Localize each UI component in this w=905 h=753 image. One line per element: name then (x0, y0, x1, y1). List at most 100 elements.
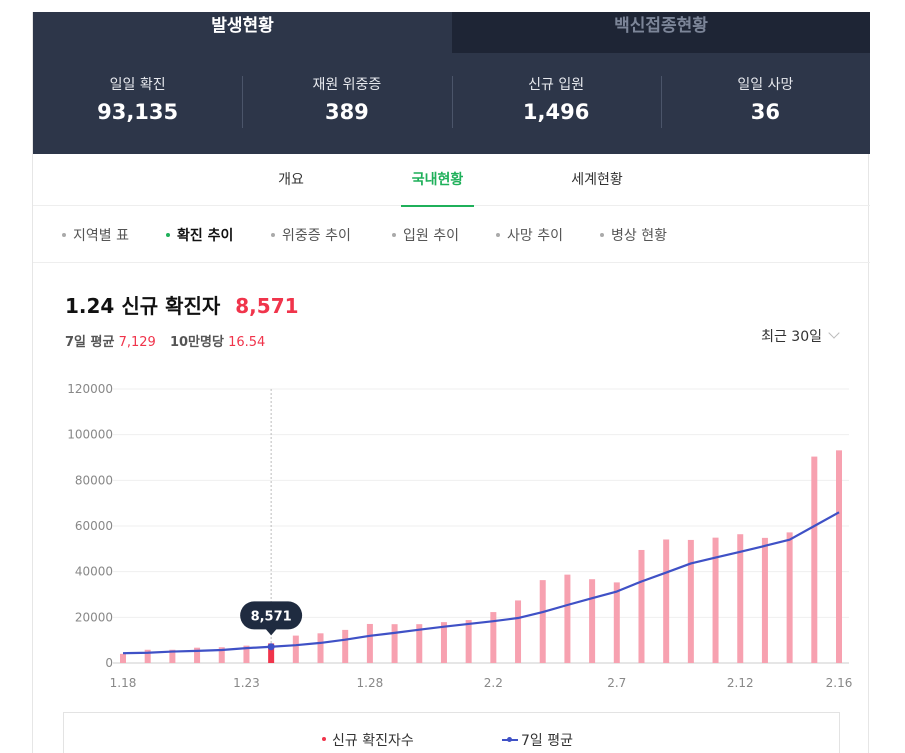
status-header: 발생현황 백신접종현황 일일 확진 93,135 재원 위중증 389 신규 입… (33, 12, 870, 154)
y-tick-label: 60000 (75, 519, 113, 533)
bar-new-cases (589, 579, 596, 663)
y-tick-label: 120000 (67, 382, 113, 396)
confirmed-trend-chart: 0 20000 40000 60000 80000 100000 120000 1.18 1.2… (67, 382, 853, 690)
stat-label: 일일 사망 (737, 77, 794, 93)
stat-value: 93,135 (97, 100, 179, 124)
bar-new-cases (317, 633, 324, 663)
bar-new-cases (687, 539, 694, 663)
avg-label: 7일 평균 (65, 335, 115, 350)
stats-row: 일일 확진 93,135 재원 위중증 389 신규 입원 1,496 일일 사… (33, 74, 870, 130)
bar-new-cases (465, 620, 472, 663)
bar-new-cases (490, 612, 497, 663)
stat-critical: 재원 위중증 389 (242, 74, 451, 130)
legend-label: 7일 평균 (521, 733, 573, 749)
tooltip-box (240, 601, 303, 630)
top-spacer (0, 0, 905, 12)
legend-label: 신규 확진자수 (332, 733, 414, 749)
chart-subline: 7일 평균 7,129 10만명당 16.54 (65, 331, 275, 350)
bullet-icon (62, 233, 66, 237)
range-label: 최근 30일 (761, 329, 822, 345)
bullet-icon (496, 233, 500, 237)
bar-new-cases (737, 534, 744, 663)
bullet-icon (392, 233, 396, 237)
bar-new-cases (663, 539, 670, 663)
bar-new-cases (342, 629, 349, 663)
filter-label: 위중증 추이 (282, 228, 351, 244)
chart-filter-bar: 지역별 표 확진 추이 위중증 추이 입원 추이 사망 추이 병상 현황 (33, 207, 870, 263)
bar-new-cases (218, 647, 225, 663)
x-tick-label: 1.18 (110, 676, 137, 690)
bar-new-cases (144, 649, 151, 663)
subtab-world[interactable]: 세계현황 (571, 172, 623, 188)
headline-title: 신규 확진자 (121, 294, 221, 318)
filter-critical-trend[interactable]: 위중증 추이 (271, 225, 351, 245)
filter-label: 입원 추이 (403, 228, 459, 244)
tab-vaccination-status[interactable]: 백신접종현황 (452, 12, 870, 53)
stat-label: 재원 위중증 (312, 77, 382, 93)
bar-new-cases (194, 647, 201, 663)
filter-label: 지역별 표 (73, 228, 129, 244)
subtab-overview[interactable]: 개요 (278, 172, 304, 188)
bar-new-cases (120, 653, 126, 663)
legend-line-icon (502, 737, 518, 742)
tooltip-value: 8,571 (251, 609, 292, 624)
legend-dot-icon (322, 737, 326, 741)
stat-value: 389 (324, 100, 369, 124)
chevron-down-icon (828, 327, 840, 339)
bar-new-cases (836, 450, 842, 663)
filter-confirmed-trend[interactable]: 확진 추이 (166, 225, 233, 245)
filter-label: 확진 추이 (177, 228, 234, 244)
filter-death-trend[interactable]: 사망 추이 (496, 225, 563, 245)
filter-bed-status[interactable]: 병상 현황 (600, 225, 667, 245)
line-7day-average (122, 511, 840, 655)
bar-new-cases (416, 624, 423, 663)
bar-new-cases (638, 549, 645, 663)
stat-new-admissions: 신규 입원 1,496 (451, 74, 661, 130)
x-tick-label: 2.2 (484, 676, 503, 690)
bar-new-cases (564, 574, 571, 663)
bar-new-cases (761, 537, 768, 663)
per-100k-value: 16.54 (228, 335, 266, 350)
stat-value: 36 (750, 100, 780, 124)
chart-headline: 1.24 신규 확진자 8,571 (65, 290, 299, 319)
bar-new-cases (712, 537, 719, 663)
x-tick-label: 1.23 (233, 676, 260, 690)
tooltip-pointer (265, 628, 278, 636)
covid-status-panel: 발생현황 백신접종현황 일일 확진 93,135 재원 위중증 389 신규 입… (32, 12, 870, 753)
bullet-icon (271, 233, 275, 237)
filter-label: 사망 추이 (507, 228, 563, 244)
y-tick-label: 80000 (75, 473, 113, 487)
y-tick-label: 0 (105, 656, 113, 670)
tab-outbreak-status[interactable]: 발생현황 (33, 12, 452, 53)
bar-new-cases (539, 580, 546, 663)
headline-date: 1.24 (65, 294, 115, 318)
y-tick-label: 40000 (75, 565, 113, 579)
stat-daily-confirmed: 일일 확진 93,135 (33, 74, 242, 130)
legend-item-7day-avg: 7일 평균 (502, 730, 573, 750)
avg-point-highlight (267, 643, 275, 651)
stat-value: 1,496 (522, 100, 590, 124)
bar-new-cases (613, 582, 620, 663)
legend-item-new-cases: 신규 확진자수 (322, 730, 414, 750)
per-100k-label: 10만명당 (169, 335, 224, 350)
x-tick-label: 2.16 (826, 676, 853, 690)
x-tick-label: 2.12 (727, 676, 754, 690)
x-tick-label: 2.7 (607, 676, 626, 690)
filter-label: 병상 현황 (611, 228, 667, 244)
stat-daily-deaths: 일일 사망 36 (660, 74, 870, 130)
bar-new-cases (811, 456, 818, 663)
bar-new-cases (440, 622, 447, 663)
range-dropdown[interactable]: 최근 30일 (761, 326, 840, 346)
bar-new-cases (366, 623, 373, 663)
y-tick-label: 100000 (67, 428, 113, 442)
bullet-icon (166, 233, 170, 237)
bar-new-cases (786, 532, 793, 663)
subtab-domestic[interactable]: 국내현황 (401, 154, 474, 207)
y-tick-label: 20000 (75, 610, 113, 624)
bullet-icon (600, 233, 604, 237)
filter-regional-table[interactable]: 지역별 표 (62, 225, 129, 245)
bar-new-cases (292, 635, 299, 663)
bar-new-cases (169, 649, 176, 663)
bar-new-cases (515, 600, 522, 663)
filter-admission-trend[interactable]: 입원 추이 (392, 225, 459, 245)
